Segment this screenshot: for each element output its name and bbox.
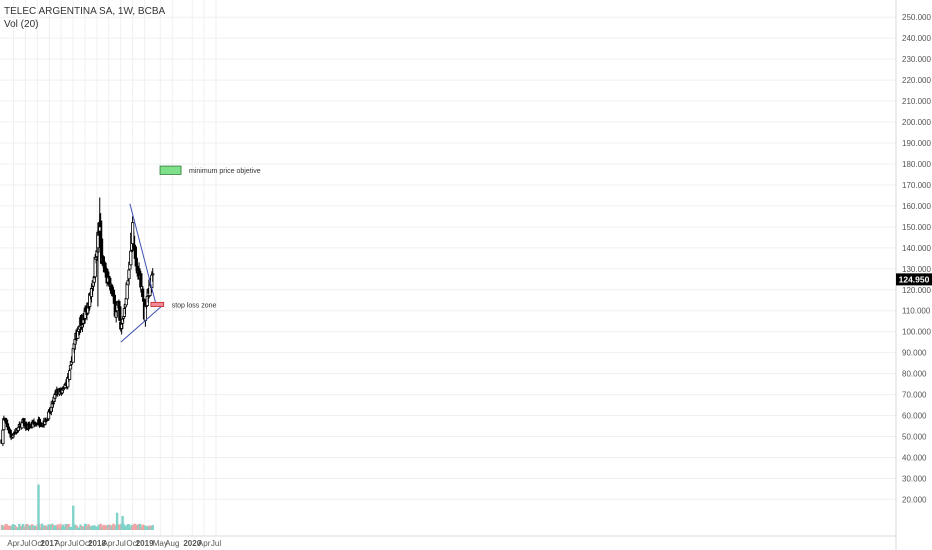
volume-bar — [121, 515, 124, 530]
y-tick-label: 20.000 — [902, 495, 927, 504]
x-tick-label: 2020 — [183, 539, 201, 548]
candle-body — [118, 306, 122, 321]
x-tick-label: 2019 — [136, 539, 154, 548]
candle-body — [141, 298, 146, 302]
candle-body — [96, 234, 100, 249]
chart-legend: TELEC ARGENTINA SA, 1W, BCBA Vol (20) — [4, 5, 165, 31]
y-tick-label: 220.000 — [902, 76, 931, 85]
x-tick-label: Jul — [20, 539, 30, 548]
last-price-value: 124.950 — [899, 274, 930, 284]
volume-bar — [127, 524, 131, 530]
volume-bar — [104, 525, 108, 530]
y-tick-label: 110.000 — [902, 307, 931, 316]
x-tick-label: Jul — [116, 539, 126, 548]
target-zone-label: minimum price objetive — [189, 168, 261, 175]
x-tick-label: Apr — [103, 539, 116, 548]
volume-bar — [134, 523, 137, 530]
y-tick-label: 80.000 — [902, 370, 927, 379]
candle-body — [131, 222, 135, 245]
candle-body — [107, 275, 111, 279]
candle-body — [125, 282, 129, 300]
volume-bar — [37, 484, 40, 530]
x-tick-label: Apr — [7, 539, 20, 548]
stop-loss-label: stop loss zone — [172, 302, 217, 309]
volume-bar — [115, 512, 119, 530]
y-tick-label: 250.000 — [902, 13, 931, 22]
symbol-title: TELEC ARGENTINA SA, 1W, BCBA — [4, 6, 166, 17]
y-tick-label: 30.000 — [902, 474, 927, 483]
y-tick-label: 100.000 — [902, 328, 931, 337]
x-tick-label: 2017 — [40, 539, 58, 548]
price-axis[interactable]: 20.000 30.000 40.000 50.000 60.000 70.000 80.0… — [902, 13, 931, 504]
volume-bar — [67, 524, 70, 530]
candle-body — [37, 418, 42, 426]
volume-bar — [18, 524, 21, 530]
volume-bars — [0, 484, 154, 530]
volume-bar — [151, 524, 154, 530]
y-tick-label: 240.000 — [902, 34, 931, 43]
y-tick-label: 180.000 — [902, 160, 931, 169]
y-tick-label: 150.000 — [902, 223, 931, 232]
drawings[interactable]: minimum price objetive stop loss zone — [120, 165, 261, 343]
x-tick-label: Jul — [68, 539, 78, 548]
volume-indicator-label: Vol (20) — [4, 19, 39, 30]
y-tick-label: 170.000 — [902, 181, 931, 190]
candle-body — [99, 238, 104, 264]
x-tick-label: Apr — [55, 539, 68, 548]
candle-body — [127, 269, 131, 280]
x-tick-label: 2018 — [88, 539, 106, 548]
last-price-label: 124.950 — [896, 273, 932, 286]
y-tick-label: 200.000 — [902, 118, 931, 127]
x-tick-label: Oct — [31, 539, 44, 548]
grid — [0, 0, 896, 536]
y-tick-label: 130.000 — [902, 265, 931, 274]
volume-bar — [138, 523, 142, 530]
candle-body — [46, 411, 51, 420]
volume-bar — [8, 525, 11, 530]
candle-body — [151, 273, 155, 276]
volume-bar — [72, 505, 75, 530]
target-zone[interactable] — [159, 165, 182, 175]
candle-body — [98, 226, 102, 232]
volume-bar — [21, 523, 25, 530]
y-tick-label: 140.000 — [902, 244, 931, 253]
candle-body — [141, 288, 145, 298]
candlesticks — [0, 197, 155, 447]
candle-body — [1, 429, 5, 445]
candle-body — [61, 388, 65, 391]
candle-body — [129, 250, 133, 266]
trendline[interactable] — [120, 304, 165, 343]
volume-bar — [62, 524, 65, 530]
y-tick-label: 90.000 — [902, 349, 927, 358]
y-tick-label: 210.000 — [902, 97, 931, 106]
stop-loss-zone[interactable] — [150, 301, 165, 307]
y-tick-label: 70.000 — [902, 391, 927, 400]
x-tick-label: May — [153, 539, 168, 548]
volume-bar — [97, 524, 101, 530]
volume-bar — [33, 525, 37, 530]
x-tick-label: Apr — [198, 539, 211, 548]
volume-bar — [5, 524, 8, 530]
y-tick-label: 50.000 — [902, 433, 927, 442]
y-tick-label: 60.000 — [902, 412, 927, 421]
x-tick-label: Jul — [211, 539, 221, 548]
candle-body — [51, 402, 55, 405]
trendline[interactable] — [129, 203, 156, 303]
y-tick-label: 230.000 — [902, 55, 931, 64]
x-tick-label: Aug — [165, 539, 179, 548]
y-tick-label: 120.000 — [902, 286, 931, 295]
candle-body — [67, 370, 72, 380]
volume-bar — [103, 524, 106, 530]
y-tick-label: 160.000 — [902, 202, 931, 211]
y-tick-label: 40.000 — [902, 453, 927, 462]
candle-body — [68, 365, 73, 370]
y-tick-label: 190.000 — [902, 139, 931, 148]
candle-body — [92, 277, 96, 283]
x-tick-label: Oct — [79, 539, 92, 548]
volume-bar — [59, 523, 62, 530]
candle-body — [124, 298, 128, 306]
x-tick-label: Oct — [126, 539, 139, 548]
